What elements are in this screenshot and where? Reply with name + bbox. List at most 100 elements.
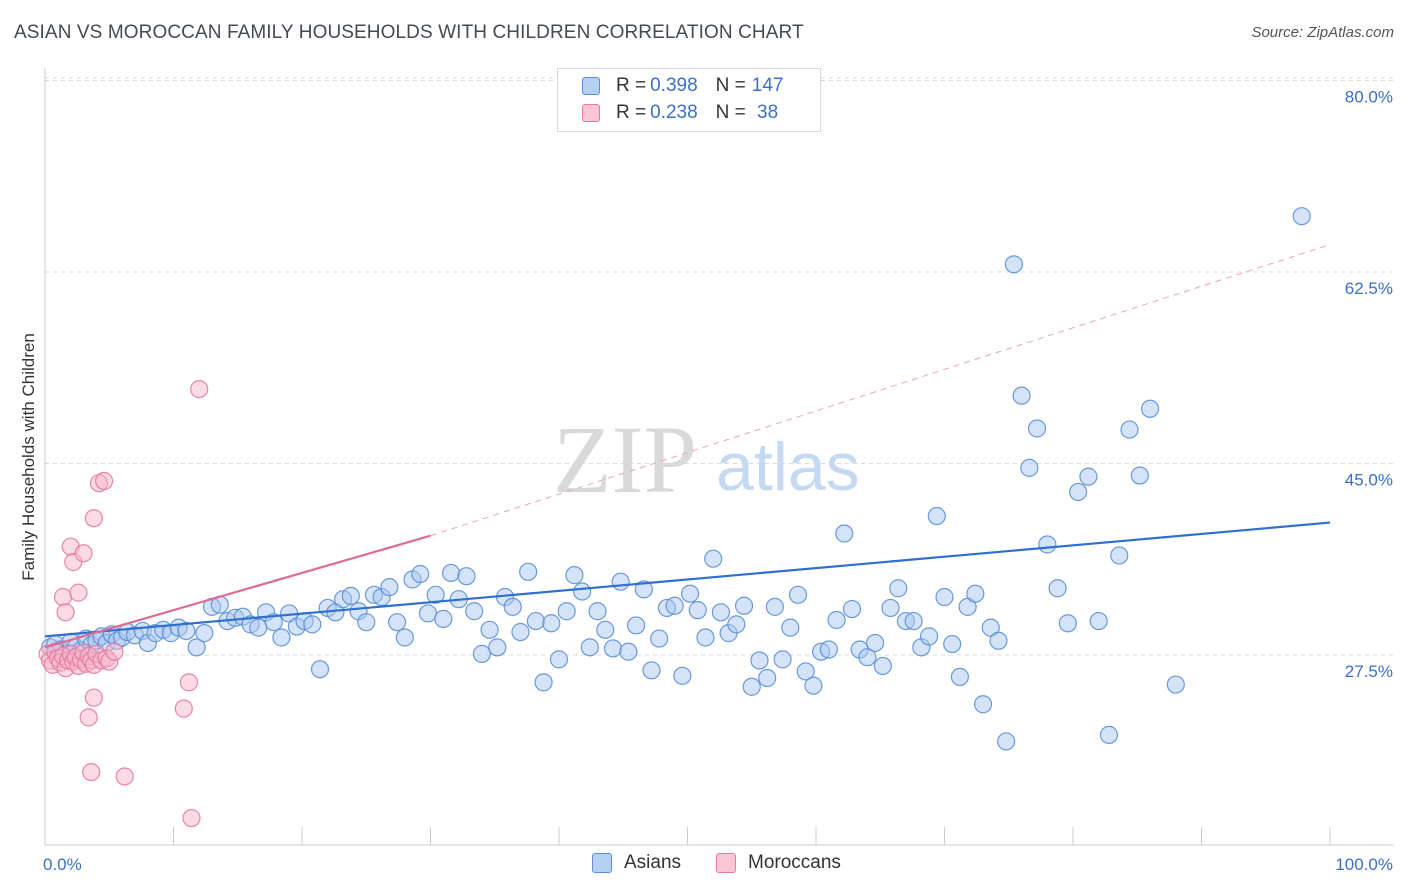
point-asians: [650, 629, 669, 648]
point-asians: [704, 549, 723, 568]
point-asians: [1120, 420, 1139, 439]
point-asians: [673, 666, 692, 685]
point-asians: [542, 614, 561, 633]
legend-n-label: N =: [715, 102, 746, 123]
point-asians: [765, 597, 784, 616]
source-credit: Source: ZipAtlas.com: [1251, 24, 1394, 41]
point-asians: [465, 602, 484, 621]
point-asians: [1079, 467, 1098, 486]
point-asians: [619, 642, 638, 661]
y-tick-label: 62.5%: [1345, 279, 1393, 298]
point-asians: [457, 567, 476, 586]
point-moroccans: [84, 688, 103, 707]
legend-r-value: 0.238: [650, 102, 698, 123]
point-asians: [549, 650, 569, 669]
bottom-legend-label-asians: Asians: [624, 852, 682, 873]
point-asians: [441, 563, 461, 583]
point-asians: [1048, 579, 1067, 598]
point-asians: [680, 584, 700, 603]
point-asians: [1069, 482, 1088, 502]
legend-r-label: R =: [616, 75, 647, 96]
point-asians: [519, 562, 538, 581]
point-moroccans: [95, 471, 114, 491]
watermark-zip: ZIP: [553, 406, 697, 513]
point-asians: [873, 656, 892, 676]
point-asians: [557, 602, 576, 621]
point-asians: [827, 610, 846, 630]
point-asians: [357, 613, 376, 632]
point-asians: [511, 622, 530, 642]
y-tick-label: 80.0%: [1345, 88, 1393, 107]
point-asians: [272, 628, 291, 647]
x-tick-labels: 0.0% 100.0%: [43, 855, 1393, 874]
point-moroccans: [179, 673, 199, 692]
point-asians: [835, 524, 854, 543]
point-moroccans: [79, 708, 98, 727]
legend-r-label: R =: [616, 102, 647, 123]
point-moroccans: [74, 544, 93, 563]
trend-line-asians: [44, 521, 1331, 638]
point-asians: [734, 596, 754, 615]
point-asians: [1027, 419, 1047, 438]
point-asians: [1292, 207, 1311, 226]
point-asians: [588, 602, 607, 621]
point-moroccans: [84, 509, 103, 528]
point-asians: [303, 615, 322, 634]
point-asians: [788, 585, 808, 604]
point-asians: [842, 599, 862, 619]
point-asians: [341, 586, 360, 606]
point-asians: [1004, 255, 1023, 274]
trend-lines: [44, 244, 1331, 649]
point-asians: [534, 673, 553, 692]
point-asians: [264, 613, 283, 632]
point-asians: [1038, 535, 1057, 554]
gridlines: [45, 77, 1394, 656]
point-asians: [688, 601, 707, 620]
point-asians: [696, 628, 715, 647]
point-asians: [804, 676, 823, 695]
legend: R = 0.398 N = 147 R = 0.238 N = 38: [557, 68, 821, 132]
point-asians: [997, 732, 1016, 751]
point-asians: [187, 638, 206, 657]
point-asians: [1166, 675, 1185, 694]
point-asians: [1110, 546, 1129, 565]
point-moroccans: [53, 587, 73, 607]
legend-row-moroccans: R = 0.238 N = 38: [582, 100, 778, 126]
legend-swatch-asians: [582, 77, 600, 95]
point-asians: [249, 618, 268, 637]
point-asians: [573, 582, 592, 601]
point-asians: [819, 640, 838, 659]
point-asians: [472, 644, 491, 664]
point-asians: [727, 615, 746, 634]
point-asians: [943, 634, 962, 654]
point-asians: [1099, 725, 1119, 744]
legend-n-value: 38: [751, 102, 779, 123]
point-moroccans: [190, 379, 209, 399]
point-asians: [858, 648, 877, 667]
point-asians: [665, 596, 684, 615]
point-asians: [503, 597, 522, 616]
point-moroccans: [115, 767, 134, 786]
point-asians: [634, 580, 653, 599]
legend-row-asians: R = 0.398 N = 147: [582, 73, 783, 99]
point-asians: [919, 627, 939, 646]
legend-n-label: N =: [715, 75, 746, 96]
point-asians: [1012, 386, 1031, 405]
chart-title: ASIAN VS MOROCCAN FAMILY HOUSEHOLDS WITH…: [14, 22, 804, 43]
point-asians: [434, 609, 453, 628]
x-tick-label: 0.0%: [43, 855, 82, 874]
bottom-legend-asians: Asians: [592, 852, 681, 874]
point-asians: [1089, 611, 1108, 631]
point-asians: [603, 639, 623, 658]
legend-swatch-moroccans: [582, 104, 600, 122]
point-asians: [966, 584, 985, 603]
legend-r-value: 0.398: [650, 75, 698, 96]
point-asians: [1130, 466, 1149, 485]
point-moroccans: [82, 762, 101, 782]
point-moroccans: [174, 699, 193, 718]
point-asians: [796, 662, 815, 681]
point-asians: [480, 620, 499, 639]
bottom-legend-label-moroccans: Moroccans: [748, 852, 841, 873]
watermark-atlas: atlas: [716, 429, 860, 505]
point-asians: [904, 611, 923, 631]
